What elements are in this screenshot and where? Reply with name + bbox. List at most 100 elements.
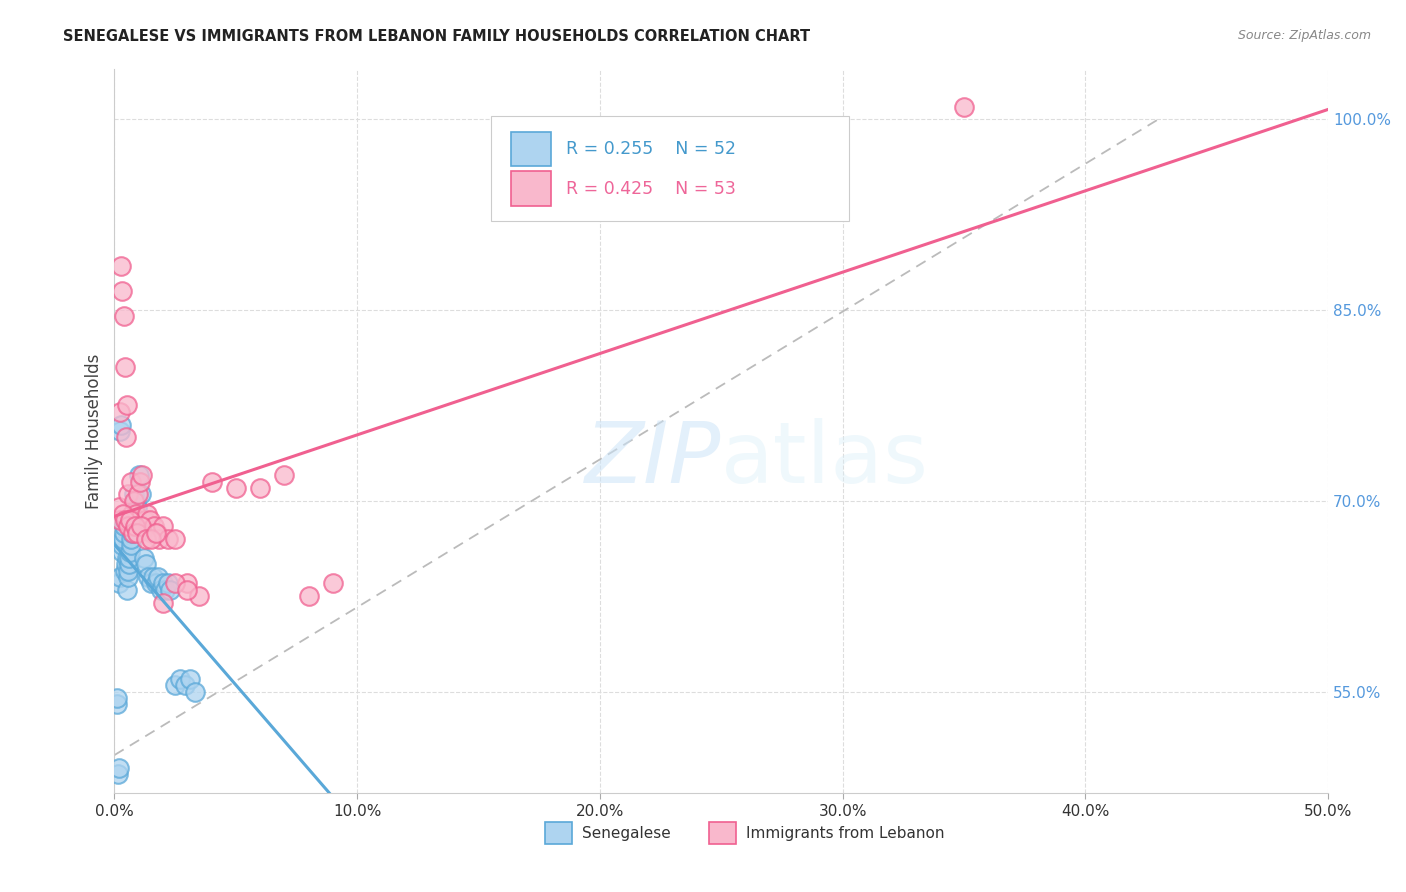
Point (114, 513, 136, 527)
Point (176, 582, 198, 597)
Point (120, 544, 142, 558)
Point (115, 430, 138, 444)
Point (110, 259, 132, 273)
Point (120, 538, 142, 552)
Point (122, 487, 145, 501)
Point (114, 564, 136, 578)
Point (129, 475, 152, 489)
Point (121, 507, 143, 521)
Point (156, 576, 179, 591)
FancyBboxPatch shape (709, 822, 735, 844)
Point (129, 487, 152, 501)
Point (134, 513, 156, 527)
Point (117, 519, 139, 533)
Point (139, 532, 162, 546)
Point (953, 100, 976, 114)
Text: SENEGALESE VS IMMIGRANTS FROM LEBANON FAMILY HOUSEHOLDS CORRELATION CHART: SENEGALESE VS IMMIGRANTS FROM LEBANON FA… (63, 29, 810, 44)
Point (111, 284, 134, 298)
Point (114, 360, 136, 375)
Point (297, 589, 319, 603)
Point (183, 684, 205, 698)
Point (118, 519, 141, 533)
Point (125, 507, 148, 521)
Point (146, 525, 169, 540)
Point (322, 576, 344, 591)
Point (131, 468, 153, 483)
Point (107, 767, 129, 781)
Point (136, 507, 159, 521)
Point (115, 551, 138, 566)
Point (128, 468, 150, 483)
Point (129, 519, 152, 533)
Point (225, 481, 247, 495)
Text: Immigrants from Lebanon: Immigrants from Lebanon (745, 826, 943, 840)
Point (141, 525, 163, 540)
Point (111, 532, 134, 546)
Point (107, 500, 129, 515)
FancyBboxPatch shape (546, 822, 572, 844)
Point (148, 532, 170, 546)
Point (114, 513, 136, 527)
Point (117, 564, 139, 578)
Point (108, 405, 131, 419)
Point (143, 519, 166, 533)
Point (165, 532, 187, 546)
Point (165, 576, 187, 591)
Text: atlas: atlas (721, 418, 929, 501)
Point (117, 570, 139, 584)
Point (115, 558, 138, 572)
Point (179, 672, 201, 686)
Point (107, 761, 129, 775)
Point (127, 500, 149, 515)
Point (200, 475, 222, 489)
Point (124, 519, 146, 533)
Point (120, 475, 142, 489)
Point (112, 519, 135, 533)
Point (121, 525, 143, 540)
Point (108, 570, 131, 584)
Text: R = 0.425    N = 53: R = 0.425 N = 53 (567, 180, 735, 198)
Point (112, 525, 135, 540)
Point (112, 310, 135, 324)
Point (125, 519, 148, 533)
Point (135, 558, 157, 572)
Point (145, 576, 167, 591)
Point (124, 519, 146, 533)
Point (110, 513, 132, 527)
Point (122, 513, 145, 527)
Point (129, 519, 152, 533)
Text: Source: ZipAtlas.com: Source: ZipAtlas.com (1237, 29, 1371, 42)
Point (111, 507, 134, 521)
Point (127, 487, 149, 501)
Point (169, 672, 191, 686)
FancyBboxPatch shape (491, 116, 849, 220)
Point (165, 678, 187, 692)
Point (117, 487, 139, 501)
Point (120, 513, 142, 527)
Point (115, 582, 138, 597)
Point (111, 544, 134, 558)
Point (127, 525, 149, 540)
FancyBboxPatch shape (512, 132, 551, 166)
Point (121, 519, 143, 533)
Text: ZIP: ZIP (585, 418, 721, 501)
Point (145, 525, 167, 540)
Point (173, 678, 195, 692)
Point (152, 595, 174, 609)
Point (249, 481, 271, 495)
Point (156, 532, 179, 546)
Point (111, 538, 134, 552)
Point (176, 576, 198, 591)
Point (273, 468, 295, 483)
Point (135, 532, 157, 546)
Point (188, 589, 211, 603)
Y-axis label: Family Households: Family Households (86, 353, 103, 508)
Point (118, 558, 141, 572)
Text: R = 0.255    N = 52: R = 0.255 N = 52 (567, 140, 735, 158)
Point (159, 582, 181, 597)
Point (125, 493, 148, 508)
Point (139, 576, 162, 591)
Point (105, 698, 128, 712)
Point (105, 690, 128, 705)
Text: Senegalese: Senegalese (582, 826, 671, 840)
